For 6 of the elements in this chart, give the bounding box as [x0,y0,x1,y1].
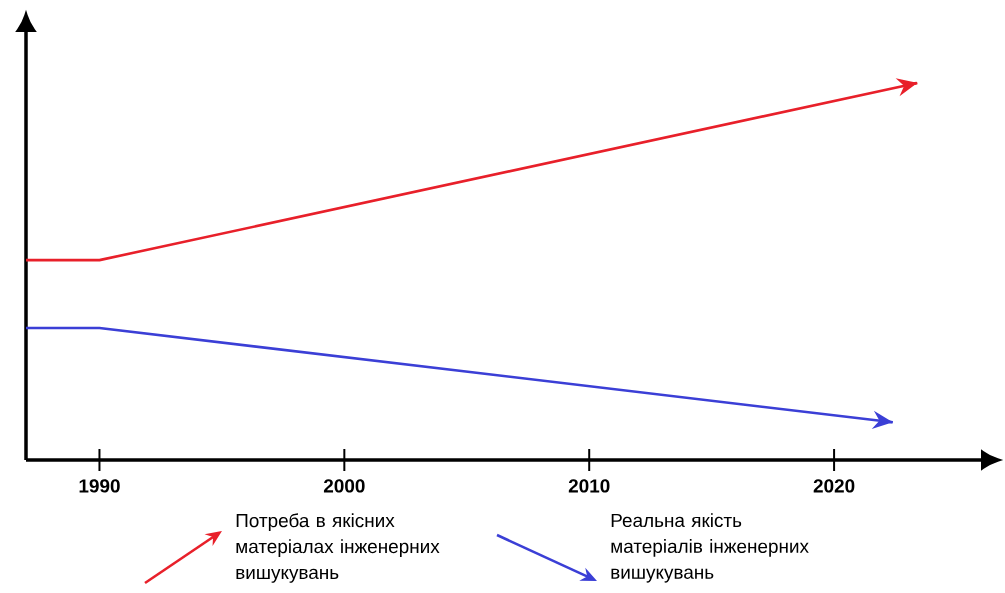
x-tick-label: 2020 [813,479,855,493]
x-tick-label: 1990 [79,479,120,493]
x-tick-label: 2000 [323,479,365,493]
legend-label: Реальна якість матеріалів інженерних вишукувань [611,513,809,583]
x-tick-label: 2010 [568,479,610,493]
legend-label: Потреба в якісних матеріалах інженерних вишукувань [236,513,440,583]
